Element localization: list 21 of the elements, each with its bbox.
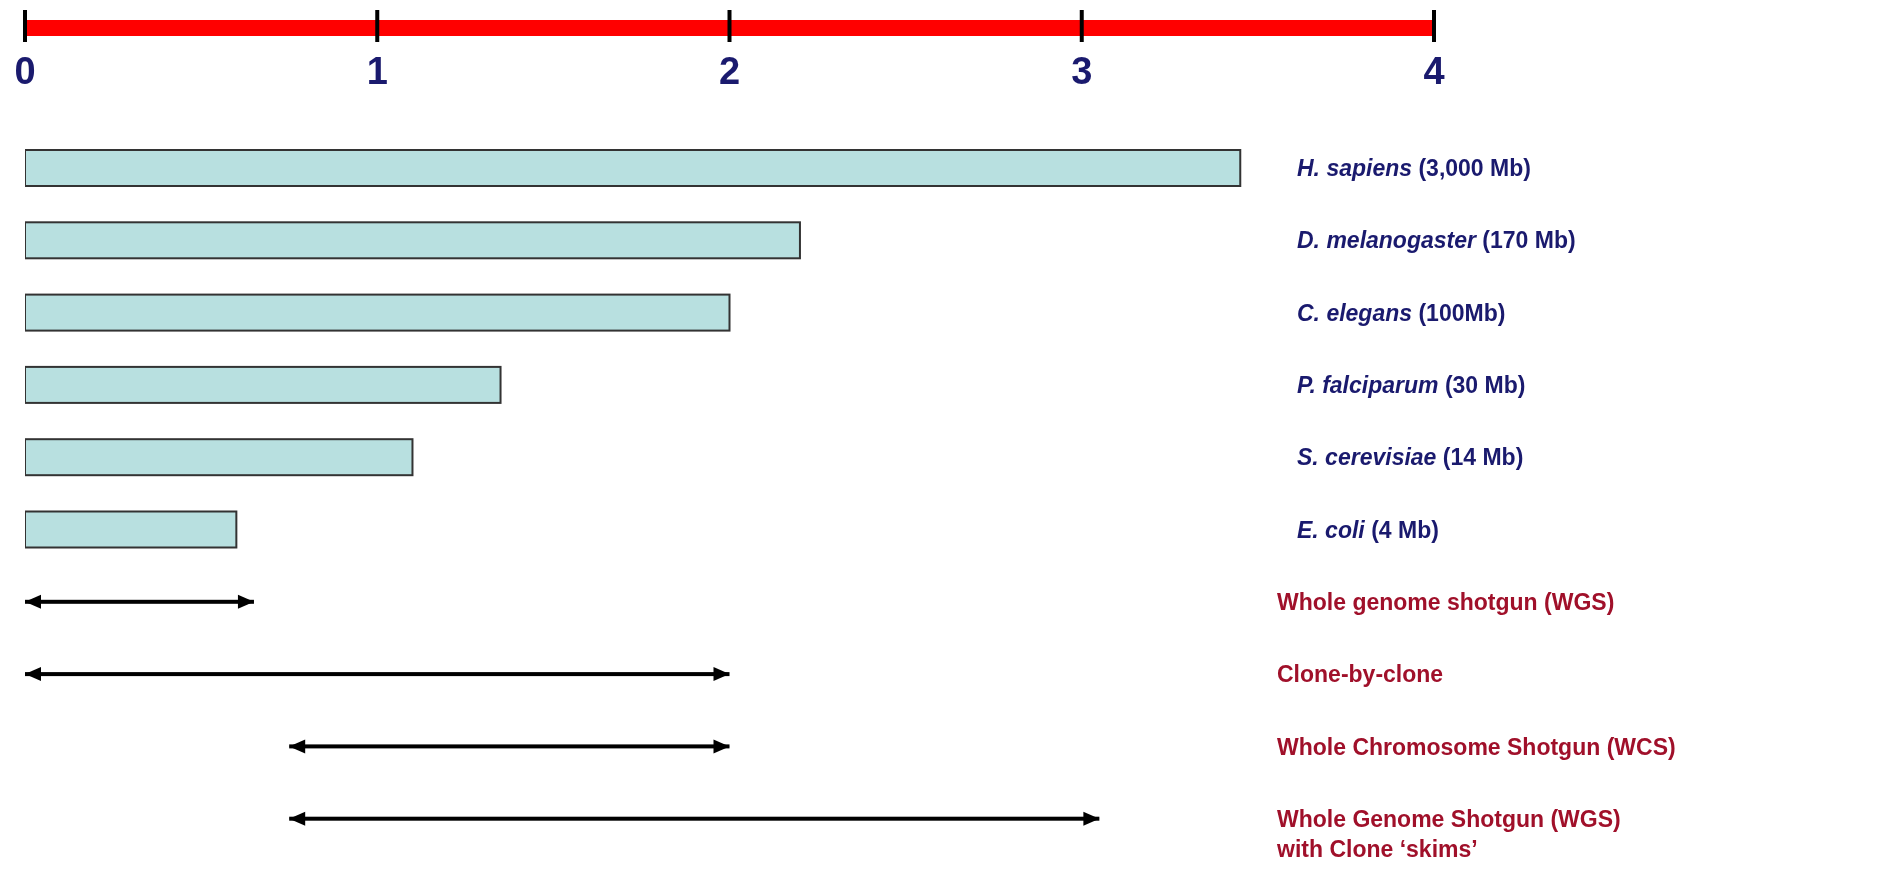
bar [25, 293, 731, 332]
bar [25, 221, 801, 260]
y-tick-label: Whole genome shotgun (WGS) [1277, 588, 1615, 615]
bar [25, 365, 502, 404]
x-tick-label: 3 [1071, 50, 1093, 92]
x-tick-label: 1 [366, 50, 388, 92]
x-tick-label: 0 [14, 50, 36, 92]
y-tick-label: D. melanogaster (170 Mb) [1297, 227, 1576, 254]
y-tick-label: Whole Genome Shotgun (WGS) with Clone ‘skims’ [1276, 805, 1621, 862]
bar [25, 510, 238, 549]
bar [25, 149, 1242, 187]
y-tick-label: E. coli (4 Mb) [1297, 516, 1439, 543]
y-tick-label: Whole Chromosome Shotgun (WCS) [1277, 733, 1676, 760]
y-tick-label: S. cerevisiae (14 Mb) [1297, 444, 1524, 471]
y-tick-label: P. falciparum (30 Mb) [1297, 372, 1526, 399]
y-tick-label: H. sapiens (3,000 Mb) [1297, 155, 1531, 182]
x-tick-label: 4 [1423, 50, 1445, 92]
x-tick-label: 2 [718, 50, 741, 92]
bar [25, 438, 414, 477]
y-tick-label: C. elegans (100Mb) [1297, 299, 1506, 326]
y-tick-label: Clone-by-clone [1277, 661, 1444, 688]
